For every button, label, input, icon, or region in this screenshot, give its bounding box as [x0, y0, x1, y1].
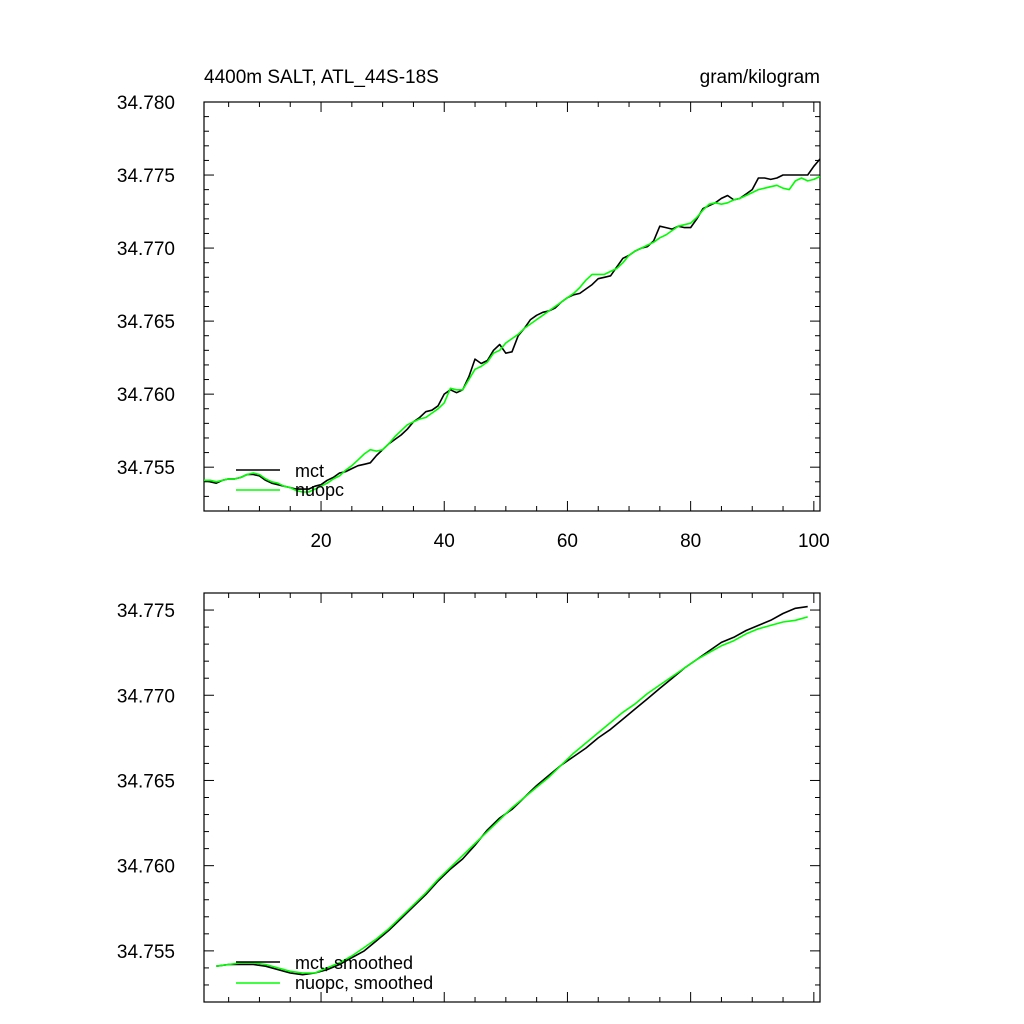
legend-label-mct-smoothed: mct, smoothed [295, 953, 413, 973]
bottom-panel-tick-labels: 34.755 34.760 34.765 34.770 34.775 [117, 601, 175, 963]
x-tick-label: 60 [557, 531, 578, 552]
top-panel-title: 4400m SALT, ATL_44S-18S [204, 67, 439, 88]
series-line-nuopc-smoothed [216, 616, 808, 974]
top-panel-frame [203, 101, 821, 512]
x-tick-label: 80 [680, 531, 701, 552]
y-tick-label: 34.755 [117, 942, 175, 963]
x-tick-label: 100 [798, 531, 830, 552]
legend-label-mct: mct [295, 461, 324, 481]
y-tick-label: 34.765 [117, 771, 175, 792]
y-tick-label: 34.765 [117, 312, 175, 333]
bottom-panel-series [216, 605, 808, 976]
y-tick-label: 34.755 [117, 458, 175, 479]
top-panel-units: gram/kilogram [700, 67, 820, 88]
y-tick-label: 34.770 [117, 686, 175, 707]
top-panel: 4400m SALT, ATL_44S-18S gram/kilogram 20… [117, 67, 830, 552]
series-line-mct [203, 158, 821, 490]
legend-label-nuopc: nuopc [295, 480, 344, 500]
y-tick-label: 34.760 [117, 857, 175, 878]
bottom-panel: 34.755 34.760 34.765 34.770 34.775 mct, smoo… [117, 592, 821, 1003]
top-panel-ticks [204, 101, 820, 512]
top-panel-legend: mct nuopc [236, 461, 344, 500]
x-tick-label: 20 [310, 531, 331, 552]
series-line-nuopc [204, 175, 821, 493]
top-panel-series [203, 158, 821, 493]
y-tick-label: 34.760 [117, 385, 175, 406]
bottom-panel-frame [203, 592, 821, 1003]
y-tick-label: 34.770 [117, 239, 175, 260]
bottom-panel-ticks [204, 592, 820, 1003]
x-tick-label: 40 [434, 531, 455, 552]
series-line-mct-smoothed [216, 605, 808, 976]
y-tick-label: 34.775 [117, 166, 175, 187]
y-tick-label: 34.780 [117, 93, 175, 114]
bottom-panel-legend: mct, smoothed nuopc, smoothed [236, 953, 433, 993]
y-tick-label: 34.775 [117, 601, 175, 622]
legend-label-nuopc-smoothed: nuopc, smoothed [295, 973, 433, 993]
top-panel-tick-labels: 20 40 60 80 100 34.755 34.760 34.765 34.770 34.77… [117, 93, 830, 552]
